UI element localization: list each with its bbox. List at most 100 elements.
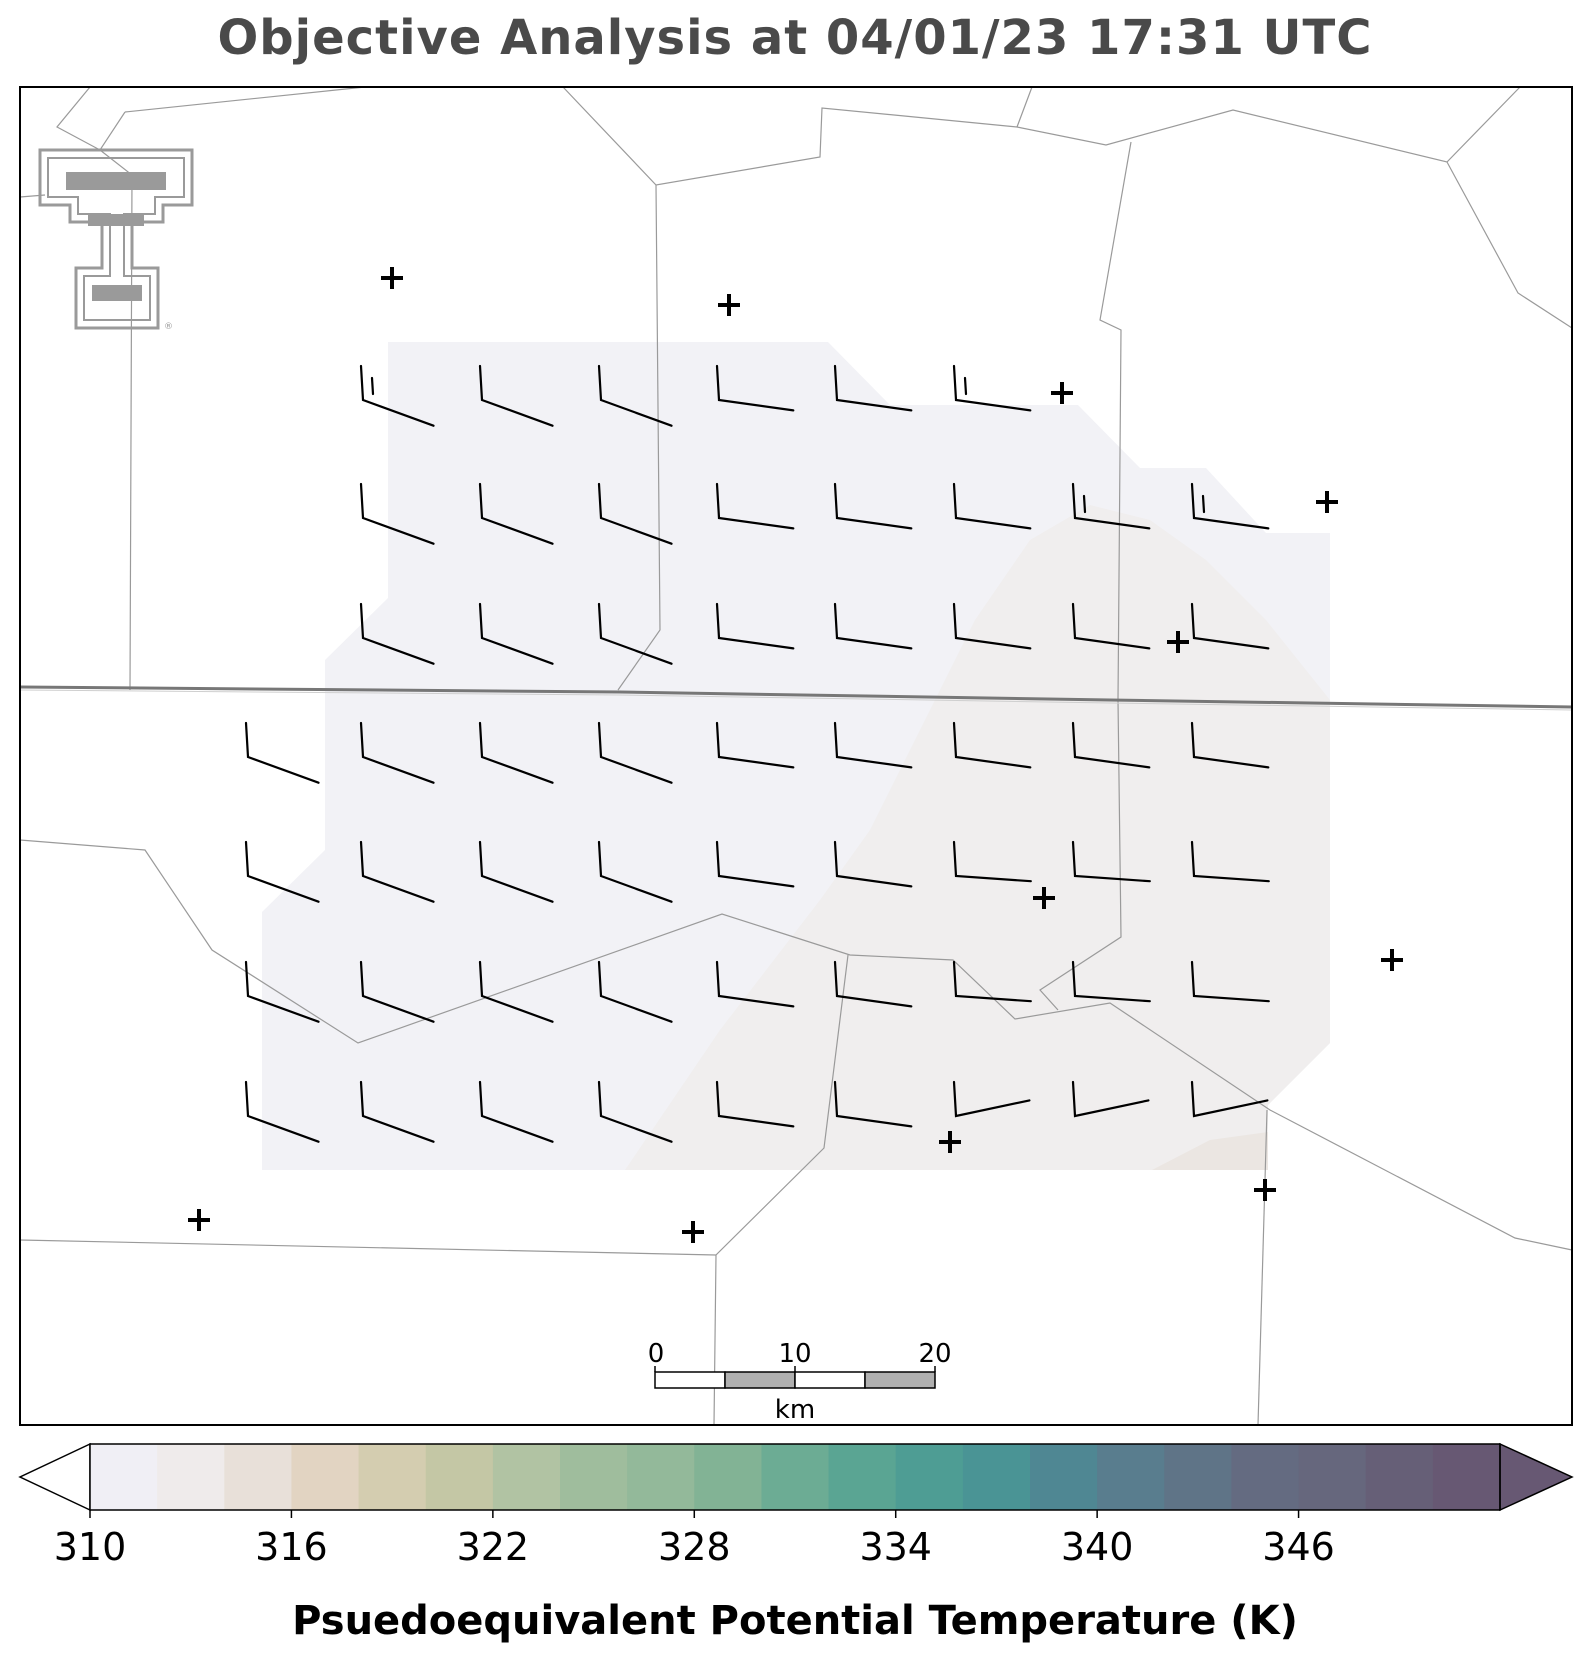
colorbar-segment: [291, 1444, 360, 1510]
colorbar-tick-label: 316: [255, 1525, 328, 1569]
wind-barb: [833, 721, 913, 769]
colorbar-segment: [425, 1444, 494, 1510]
wind-barb: [244, 1080, 320, 1143]
colorbar: 310 316 322 328 334 340 346: [18, 1442, 1574, 1569]
colorbar-label: Psuedoequivalent Potential Temperature (…: [292, 1598, 1298, 1644]
station-markers: [188, 267, 1403, 1243]
colorbar-segment: [1030, 1444, 1098, 1510]
wind-barb: [597, 602, 673, 665]
wind-barb: [715, 602, 795, 650]
colorbar-segment: [560, 1444, 628, 1510]
state-boundary: [19, 685, 1573, 709]
scale-unit: km: [775, 1395, 815, 1425]
wind-barb: [715, 721, 795, 769]
colorbar-segment: [1432, 1444, 1501, 1510]
wind-barb: [715, 840, 795, 888]
wind-barb: [952, 1080, 1031, 1118]
colorbar-segment: [90, 1444, 158, 1510]
analysis-field: [262, 342, 1330, 1170]
wind-barb: [359, 482, 435, 545]
wind-barb: [478, 1080, 554, 1143]
wind-barb: [1190, 840, 1270, 883]
wind-barb: [1071, 960, 1151, 1003]
colorbar-segment: [694, 1444, 763, 1510]
wind-barb: [833, 1080, 913, 1128]
station-marker: [188, 1209, 210, 1231]
wind-barb: [478, 364, 554, 427]
wind-barb: [1071, 1080, 1150, 1118]
wind-barb: [244, 840, 320, 903]
wind-barb: [597, 840, 673, 903]
wind-barb: [833, 840, 913, 888]
logo-trademark: ®: [164, 322, 173, 332]
wind-barb: [359, 364, 435, 427]
wind-barb: [597, 1080, 673, 1143]
colorbar-segment: [761, 1444, 830, 1510]
colorbar-tick-label: 340: [1061, 1525, 1134, 1569]
station-marker: [1033, 887, 1055, 909]
wind-barb: [833, 960, 913, 1008]
wind-barb: [715, 364, 795, 412]
wind-barb: [244, 960, 320, 1023]
wind-barb: [833, 364, 913, 412]
wind-barbs: [244, 364, 1270, 1143]
colorbar-segment: [157, 1444, 225, 1510]
wind-barb: [1190, 602, 1270, 650]
wind-barb: [359, 1080, 435, 1143]
colorbar-border: [89, 1443, 1501, 1511]
station-marker: [1051, 382, 1073, 404]
colorbar-extend-over: [1499, 1442, 1574, 1512]
colorbar-segment: [1298, 1444, 1367, 1510]
wind-barb: [597, 721, 673, 784]
station-marker: [1316, 491, 1338, 513]
wind-barb: [833, 602, 913, 650]
station-marker: [718, 294, 740, 316]
colorbar-segment: [1097, 1444, 1165, 1510]
map-frame: [19, 86, 1573, 1426]
wind-barb: [1190, 482, 1270, 530]
colorbar-segment: [1164, 1444, 1233, 1510]
wind-barb: [478, 840, 554, 903]
wind-barb: [952, 960, 1032, 1003]
colorbar-extend-under: [18, 1442, 91, 1512]
wind-barb: [833, 482, 913, 530]
colorbar-tick-label: 322: [457, 1525, 530, 1569]
theta-e-field-mid: [625, 505, 1330, 1170]
colorbar-tick-label: 346: [1262, 1525, 1335, 1569]
station-marker: [1167, 631, 1189, 653]
wind-barb: [952, 602, 1032, 650]
wind-barb: [478, 482, 554, 545]
station-marker: [1381, 949, 1403, 971]
wind-barb: [1190, 721, 1270, 769]
scale-label-10: 10: [778, 1339, 811, 1369]
station-marker: [381, 267, 403, 289]
wind-barb: [597, 960, 673, 1023]
wind-barb: [359, 960, 435, 1023]
wind-barb: [244, 721, 320, 784]
wind-barb: [478, 960, 554, 1023]
wind-barb: [597, 482, 673, 545]
wind-barb: [715, 1080, 795, 1128]
station-marker: [939, 1131, 961, 1153]
colorbar-segment: [1231, 1444, 1300, 1510]
wind-barb: [715, 960, 795, 1008]
wind-barb: [952, 840, 1032, 883]
wind-barb: [952, 364, 1032, 412]
wind-barb: [952, 482, 1032, 530]
colorbar-segment: [1365, 1444, 1434, 1510]
scale-bar: 0 10 20 km: [648, 1339, 952, 1425]
wind-barb: [1071, 602, 1151, 650]
colorbar-tick-label: 334: [859, 1525, 932, 1569]
wind-barb: [1190, 1080, 1269, 1118]
double-t-logo: ®: [38, 148, 194, 332]
colorbar-segment: [962, 1444, 1031, 1510]
wind-barb: [1071, 482, 1151, 530]
wind-barb: [478, 721, 554, 784]
wind-barb: [715, 482, 795, 530]
wind-barb: [478, 602, 554, 665]
wind-barb: [359, 840, 435, 903]
wind-barb: [952, 721, 1032, 769]
colorbar-segment: [828, 1444, 897, 1510]
wind-barb: [1071, 721, 1151, 769]
